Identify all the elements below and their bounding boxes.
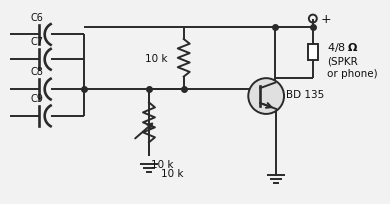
Text: 10 k: 10 k (145, 53, 168, 63)
Text: BD 135: BD 135 (286, 90, 324, 100)
Text: C6: C6 (30, 12, 43, 22)
Text: C8: C8 (30, 67, 43, 77)
Text: 10 k: 10 k (161, 168, 183, 178)
Text: (SPKR: (SPKR (327, 56, 358, 66)
Text: C7: C7 (30, 37, 43, 47)
Text: 10 k: 10 k (151, 159, 174, 169)
Bar (308, 45, 318, 61)
Text: +: + (321, 13, 332, 26)
Text: 4/8 $\bf{\Omega}$: 4/8 $\bf{\Omega}$ (327, 41, 359, 54)
Text: C9: C9 (30, 93, 43, 103)
Text: or phone): or phone) (327, 69, 378, 79)
Circle shape (248, 79, 284, 114)
